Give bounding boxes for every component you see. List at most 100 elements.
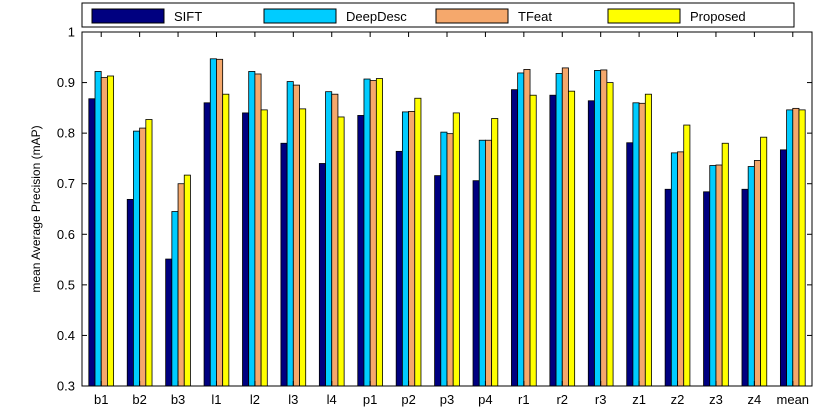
bar-proposed-z1 xyxy=(644,93,652,387)
bar-deepdesc-l2 xyxy=(248,71,256,387)
bar-tfeat-l1 xyxy=(216,58,224,387)
bar-sift-z2 xyxy=(664,188,672,387)
bar-sift-p3 xyxy=(434,175,442,387)
bar-proposed-l2 xyxy=(260,109,268,387)
bar-sift-l2 xyxy=(242,112,250,387)
bar-proposed-z2 xyxy=(683,124,691,387)
legend-swatch-proposed xyxy=(607,8,681,24)
bar-deepdesc-p2 xyxy=(401,111,409,387)
bar-tfeat-p3 xyxy=(446,133,454,387)
y-tick-label: 1 xyxy=(68,25,75,40)
bar-sift-p2 xyxy=(395,150,403,387)
bar-sift-z3 xyxy=(703,191,711,387)
bar-deepdesc-l4 xyxy=(325,91,333,387)
legend-swatch-sift xyxy=(91,8,165,24)
x-tick-label-b2: b2 xyxy=(132,392,146,407)
x-tick-label-p1: p1 xyxy=(363,392,377,407)
bar-deepdesc-z3 xyxy=(709,165,717,387)
x-tick-label-b1: b1 xyxy=(94,392,108,407)
x-tick-label-r1: r1 xyxy=(518,392,530,407)
legend-swatch-tfeat xyxy=(435,8,509,24)
x-tick-label-l4: l4 xyxy=(327,392,337,407)
x-tick-label-z4: z4 xyxy=(748,392,762,407)
y-tick-label: 0.9 xyxy=(57,75,75,90)
bar-proposed-z3 xyxy=(721,142,729,387)
bar-sift-b1 xyxy=(88,98,96,387)
bar-deepdesc-r3 xyxy=(594,70,602,387)
bar-sift-b3 xyxy=(165,258,173,387)
x-axis-ticks: b1 b2 b3 l1 l2 l3 l4 p1 p2 p3 p4 r1 r2 r3 z1 z2 z3 z4 mean xyxy=(94,32,809,407)
bar-deepdesc-r1 xyxy=(517,72,525,387)
bar-sift-l1 xyxy=(203,102,211,387)
bar-proposed-p1 xyxy=(375,78,383,387)
y-tick-label: 0.3 xyxy=(57,379,75,394)
bar-proposed-mean xyxy=(798,109,806,387)
bar-tfeat-b3 xyxy=(177,183,185,387)
bar-tfeat-r2 xyxy=(561,67,569,387)
y-axis-label: mean Average Precision (mAP) xyxy=(29,125,43,292)
bar-tfeat-r3 xyxy=(600,69,608,387)
plot-frame xyxy=(81,31,813,387)
y-tick-label: 0.7 xyxy=(57,176,75,191)
bar-tfeat-l3 xyxy=(292,84,300,387)
bar-sift-r3 xyxy=(587,100,595,387)
legend: SIFT DeepDesc TFeat Proposed xyxy=(81,2,795,28)
bar-tfeat-l2 xyxy=(254,73,262,387)
bar-deepdesc-z2 xyxy=(670,152,678,387)
bar-tfeat-l4 xyxy=(331,93,339,387)
bar-deepdesc-r2 xyxy=(555,73,563,387)
bar-deepdesc-mean xyxy=(786,109,794,387)
bar-proposed-r3 xyxy=(606,82,614,387)
x-tick-label-p2: p2 xyxy=(401,392,415,407)
x-tick-label-l1: l1 xyxy=(211,392,221,407)
bar-proposed-l1 xyxy=(222,93,230,387)
bar-proposed-r1 xyxy=(529,94,537,387)
x-tick-label-p4: p4 xyxy=(478,392,492,407)
y-tick-label: 0.6 xyxy=(57,227,75,242)
bar-sift-z1 xyxy=(626,142,634,387)
bar-proposed-r2 xyxy=(568,90,576,387)
x-tick-label-p3: p3 xyxy=(440,392,454,407)
bar-deepdesc-b2 xyxy=(133,130,141,387)
bar-proposed-l4 xyxy=(337,116,345,387)
bars-group xyxy=(88,58,806,387)
x-tick-label-z3: z3 xyxy=(709,392,723,407)
y-tick-label: 0.5 xyxy=(57,277,75,292)
bar-tfeat-z4 xyxy=(753,160,761,387)
x-tick-label-z2: z2 xyxy=(671,392,685,407)
bar-proposed-l3 xyxy=(299,108,307,387)
bar-tfeat-z1 xyxy=(638,102,646,387)
bar-sift-p1 xyxy=(357,115,365,387)
bar-tfeat-z3 xyxy=(715,164,723,387)
x-tick-label-b3: b3 xyxy=(171,392,185,407)
bar-proposed-b1 xyxy=(107,75,115,387)
bar-deepdesc-p3 xyxy=(440,131,448,387)
bar-tfeat-mean xyxy=(792,107,800,387)
bar-deepdesc-b3 xyxy=(171,211,179,387)
legend-label-sift: SIFT xyxy=(174,9,202,24)
bar-proposed-z4 xyxy=(760,136,768,387)
bar-tfeat-b2 xyxy=(139,127,147,387)
bar-deepdesc-l3 xyxy=(286,81,294,387)
bar-sift-l3 xyxy=(280,142,288,387)
bar-sift-p4 xyxy=(472,180,480,387)
legend-label-deepdesc: DeepDesc xyxy=(346,9,407,24)
legend-label-proposed: Proposed xyxy=(690,9,746,24)
legend-label-tfeat: TFeat xyxy=(518,9,552,24)
bar-tfeat-p1 xyxy=(369,80,377,387)
bar-tfeat-p4 xyxy=(485,139,493,387)
x-tick-label-l2: l2 xyxy=(250,392,260,407)
x-tick-label-r2: r2 xyxy=(556,392,568,407)
legend-swatch-deepdesc xyxy=(263,8,337,24)
bar-proposed-p4 xyxy=(491,118,499,387)
bar-sift-l4 xyxy=(318,163,326,387)
bar-tfeat-b1 xyxy=(100,77,108,387)
bar-tfeat-r1 xyxy=(523,69,531,387)
bar-deepdesc-p4 xyxy=(478,139,486,387)
bar-deepdesc-l1 xyxy=(209,58,217,387)
bar-tfeat-z2 xyxy=(677,151,685,387)
x-tick-label-mean: mean xyxy=(777,392,810,407)
bar-proposed-b3 xyxy=(183,174,191,387)
bar-sift-b2 xyxy=(126,198,134,387)
